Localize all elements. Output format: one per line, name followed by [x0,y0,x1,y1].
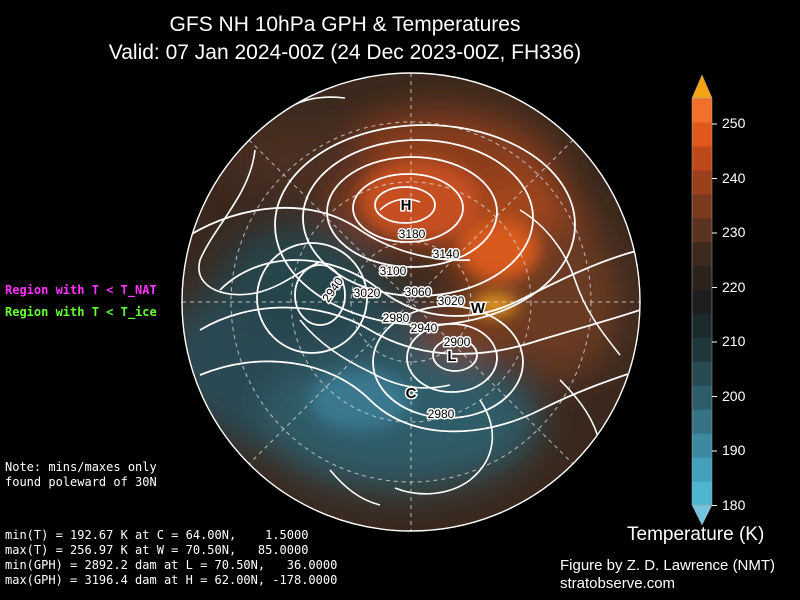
legend-nat: Region with T < T_NAT [5,283,157,297]
colorbar-segment [692,313,712,338]
colorbar-tick-label: 180 [722,497,746,513]
credit: Figure by Z. D. Lawrence (NMT) stratobser… [560,557,775,593]
colorbar-segment [692,217,712,243]
stat-max-gph: max(GPH) = 3196.4 dam at H = 62.00N, -17… [5,573,338,587]
colorbar-segment [692,145,712,171]
figure-title: GFS NH 10hPa GPH & Temperatures [169,13,521,36]
colorbar-segment [692,193,712,219]
contour-label: 3100 [380,264,407,278]
colorbar-tick-label: 210 [722,333,746,349]
colorbar-min-extend [691,504,713,526]
coastlines [198,96,621,506]
contour-label-group: 3180 3140 3100 3060 3020 3020 2980 2940 … [318,226,472,423]
colorbar-segment [692,433,712,458]
stat-max-t: max(T) = 256.97 K at W = 70.50N, 85.0000 [5,543,309,557]
stat-min-t: min(T) = 192.67 K at C = 64.00N, 1.5000 [5,528,309,542]
credit-author: Figure by Z. D. Lawrence (NMT) [560,557,776,574]
note-text: Note: mins/maxes only found poleward of 3… [5,460,157,490]
gph-contours [189,124,640,433]
colorbar-segment [692,241,712,267]
contour-label: 2900 [444,335,471,349]
colorbar-segment [692,98,712,123]
colorbar-tick-label: 220 [722,279,746,295]
contour-label: 3060 [405,285,432,299]
colorbar-segment [692,265,712,291]
colorbar [691,74,717,526]
colorbar-tick-label: 240 [722,170,746,186]
colorbar-title: Temperature (K) [627,524,765,545]
contour-label: 2980 [383,311,410,325]
contour-label: 3020 [354,286,381,300]
contour-label: 3180 [399,227,426,241]
colorbar-tick-label: 250 [722,115,746,131]
colorbar-tick-label: 230 [722,224,746,240]
contour-label: 3140 [433,247,460,261]
legend-ice: Region with T < T_ice [5,305,157,319]
cold-marker: C [406,385,417,402]
colorbar-segment [692,337,712,362]
colorbar-segment [692,385,712,410]
colorbar-segment [692,121,712,147]
colorbar-segment [692,361,712,386]
colorbar-tick-label: 190 [722,442,746,458]
map-boundary [181,72,641,532]
stat-min-gph: min(GPH) = 2892.2 dam at L = 70.50N, 36.… [5,558,338,572]
extrema-stats: min(T) = 192.67 K at C = 64.00N, 1.5000 m… [5,528,337,588]
low-marker: L [447,348,456,365]
colorbar-segments [692,98,712,506]
credit-site: stratobserve.com [560,575,676,592]
colorbar-segment [692,481,712,506]
high-marker: H [401,197,412,214]
colorbar-tick-label: 200 [722,388,746,404]
colorbar-tick-marks [712,123,717,506]
colorbar-segment [692,289,712,314]
figure-subtitle: Valid: 07 Jan 2024-00Z (24 Dec 2023-00Z,… [108,41,582,64]
colorbar-max-extend [691,74,713,99]
colorbar-segment [692,457,712,482]
note-line: found poleward of 30N [5,475,157,489]
extrema-markers: H L C W [399,196,487,404]
colorbar-segment [692,409,712,434]
contour-label: 3020 [438,294,465,308]
note-line: Note: mins/maxes only [5,460,157,474]
warm-marker: W [471,300,486,317]
colorbar-frame [691,97,713,506]
colorbar-segment [692,169,712,195]
contour-label: 2980 [428,407,455,421]
contour-label: 2940 [411,321,438,335]
